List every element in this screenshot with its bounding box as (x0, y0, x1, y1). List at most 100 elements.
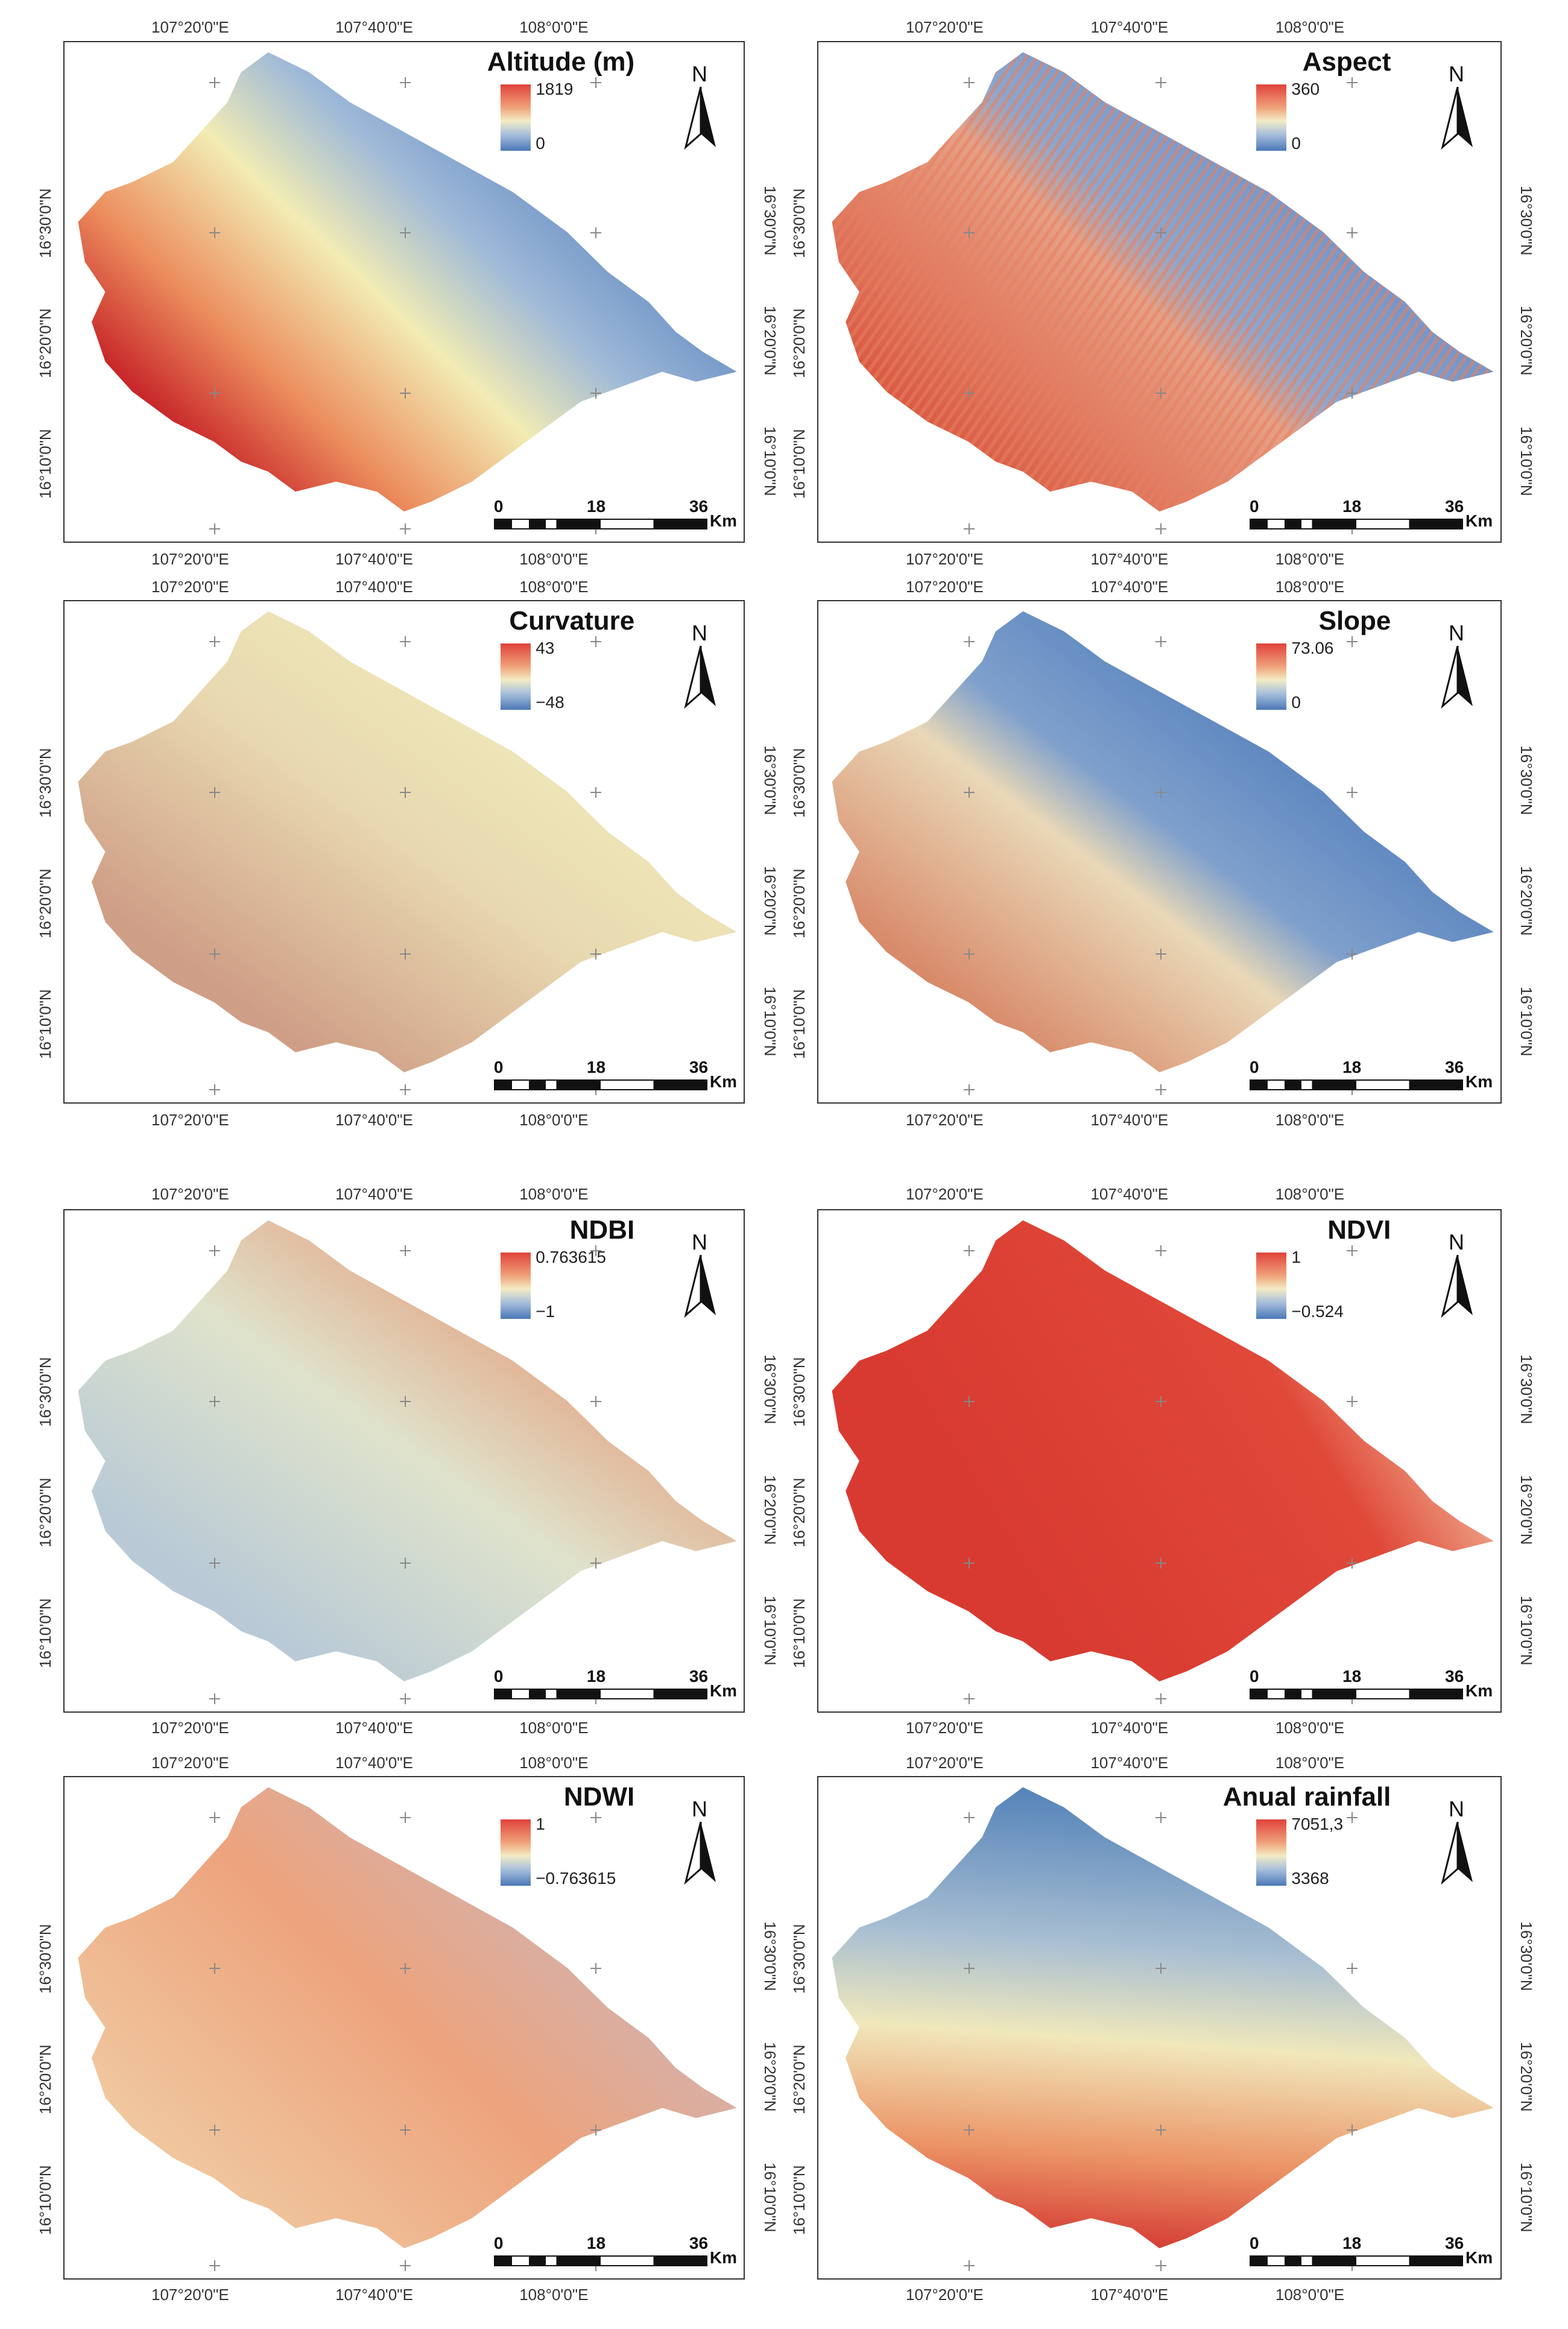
latitude-label: 16°10'0"N (761, 987, 779, 1057)
latitude-label: 16°20'0"N (1517, 306, 1535, 376)
latitude-label: 16°20'0"N (790, 1477, 808, 1547)
province-map-ndwi (78, 1787, 737, 2249)
graticule-cross (590, 948, 602, 959)
latitude-label: 16°20'0"N (36, 2044, 54, 2114)
map-title: NDBI (569, 1215, 635, 1245)
graticule-cross (1155, 2124, 1166, 2135)
scale-label-36: 36 (689, 497, 709, 516)
graticule-cross (400, 948, 411, 959)
scale-unit: Km (1465, 1072, 1493, 1091)
longitude-label: 108°0'0"E (1275, 18, 1345, 36)
graticule-cross (1155, 77, 1166, 88)
graticule-cross (400, 77, 411, 88)
north-label: N (692, 621, 707, 645)
scale-unit: Km (1465, 511, 1493, 530)
longitude-label: 108°0'0"E (519, 18, 589, 36)
latitude-label: 16°20'0"N (761, 1475, 779, 1545)
graticule-cross (209, 388, 220, 399)
legend-max-value: 1819 (536, 80, 574, 98)
graticule-cross (590, 227, 602, 239)
latitude-label: 16°30'0"N (790, 1356, 808, 1427)
province-map-ndbi (78, 1220, 737, 1682)
graticule-cross (209, 1693, 220, 1704)
longitude-label: 108°0'0"E (1275, 1719, 1345, 1737)
latitude-label: 16°30'0"N (36, 1356, 54, 1427)
map-title: Anual rainfall (1222, 1782, 1391, 1812)
latitude-label: 16°20'0"N (1517, 2042, 1535, 2112)
province-map-slope (832, 611, 1494, 1073)
north-arrow-icon: N (1437, 621, 1479, 710)
scale-unit: Km (1465, 1681, 1493, 1700)
graticule-cross (590, 2124, 602, 2135)
scale-bar-segments (493, 519, 707, 529)
map-title: NDVI (1327, 1215, 1391, 1245)
graticule-cross (1155, 1396, 1166, 1408)
longitude-label: 108°0'0"E (519, 1719, 589, 1737)
map-frame: Anual rainfall 7051,3 3368 N 0 18 36 Km (817, 1776, 1502, 2280)
scale-unit: Km (709, 1681, 738, 1700)
longitude-label: 108°0'0"E (1275, 1754, 1345, 1772)
scale-bar-segments (493, 1689, 707, 1699)
legend-min-value: 0 (1291, 693, 1301, 712)
legend-max-value: 43 (536, 639, 555, 657)
longitude-label: 107°40'0"E (1090, 578, 1169, 596)
legend-color-ramp (1256, 84, 1287, 151)
longitude-label: 107°40'0"E (1090, 1185, 1169, 1203)
latitude-label: 16°20'0"N (790, 868, 808, 938)
legend-color-ramp (1256, 1253, 1287, 1319)
graticule-cross (1155, 1693, 1166, 1704)
graticule-cross (209, 1557, 220, 1569)
graticule-cross (963, 1084, 975, 1095)
graticule-cross (1347, 1396, 1358, 1408)
graticule-cross (400, 636, 411, 647)
longitude-label: 107°20'0"E (151, 550, 229, 568)
graticule-cross (963, 1693, 975, 1704)
graticule-cross (209, 1396, 220, 1408)
graticule-cross (590, 636, 602, 647)
graticule-cross (1347, 1557, 1358, 1569)
north-arrow-icon: N (1437, 1230, 1479, 1319)
map-frame: NDWI 1 −0.763615 N 0 18 36 Km (63, 1776, 745, 2280)
latitude-label: 16°30'0"N (36, 188, 54, 258)
latitude-label: 16°10'0"N (790, 2165, 808, 2236)
north-label: N (1449, 1230, 1464, 1254)
graticule-cross (400, 1693, 411, 1704)
north-label: N (692, 1797, 707, 1821)
scale-label-18: 18 (586, 2234, 606, 2252)
scale-label-0: 0 (493, 1667, 504, 1686)
latitude-label: 16°30'0"N (1517, 1921, 1535, 1991)
scale-label-0: 0 (1250, 2234, 1259, 2252)
graticule-cross (209, 227, 220, 239)
graticule-cross (1155, 1812, 1166, 1823)
longitude-label: 107°40'0"E (1090, 1719, 1169, 1737)
graticule-cross (590, 787, 602, 798)
graticule-cross (590, 1812, 602, 1823)
longitude-label: 107°40'0"E (335, 1719, 413, 1737)
graticule-cross (1347, 1812, 1358, 1823)
longitude-label: 107°40'0"E (335, 550, 413, 568)
graticule-cross (963, 523, 975, 535)
graticule-cross (400, 2260, 411, 2271)
scale-label-36: 36 (689, 2234, 709, 2252)
latitude-label: 16°20'0"N (790, 2044, 808, 2114)
province-map-aspect (832, 52, 1494, 512)
scale-label-0: 0 (1250, 1058, 1259, 1076)
graticule-cross (209, 1084, 220, 1095)
longitude-label: 107°40'0"E (1090, 2286, 1169, 2304)
graticule-cross (963, 948, 975, 959)
province-map-ndvi (832, 1220, 1494, 1682)
graticule-cross (1155, 1557, 1166, 1569)
latitude-label: 16°10'0"N (1517, 1596, 1535, 1666)
latitude-label: 16°20'0"N (761, 306, 779, 376)
map-title: Aspect (1302, 47, 1391, 77)
graticule-cross (209, 787, 220, 798)
legend-min-value: −0.763615 (536, 1869, 616, 1888)
latitude-label: 16°10'0"N (761, 2163, 779, 2233)
legend-min-value: −0.524 (1291, 1302, 1344, 1321)
graticule-cross (400, 388, 411, 399)
graticule-cross (209, 948, 220, 959)
latitude-label: 16°10'0"N (761, 1596, 779, 1666)
latitude-label: 16°30'0"N (790, 1923, 808, 1994)
latitude-label: 16°30'0"N (1517, 745, 1535, 815)
graticule-cross (209, 1963, 220, 1974)
